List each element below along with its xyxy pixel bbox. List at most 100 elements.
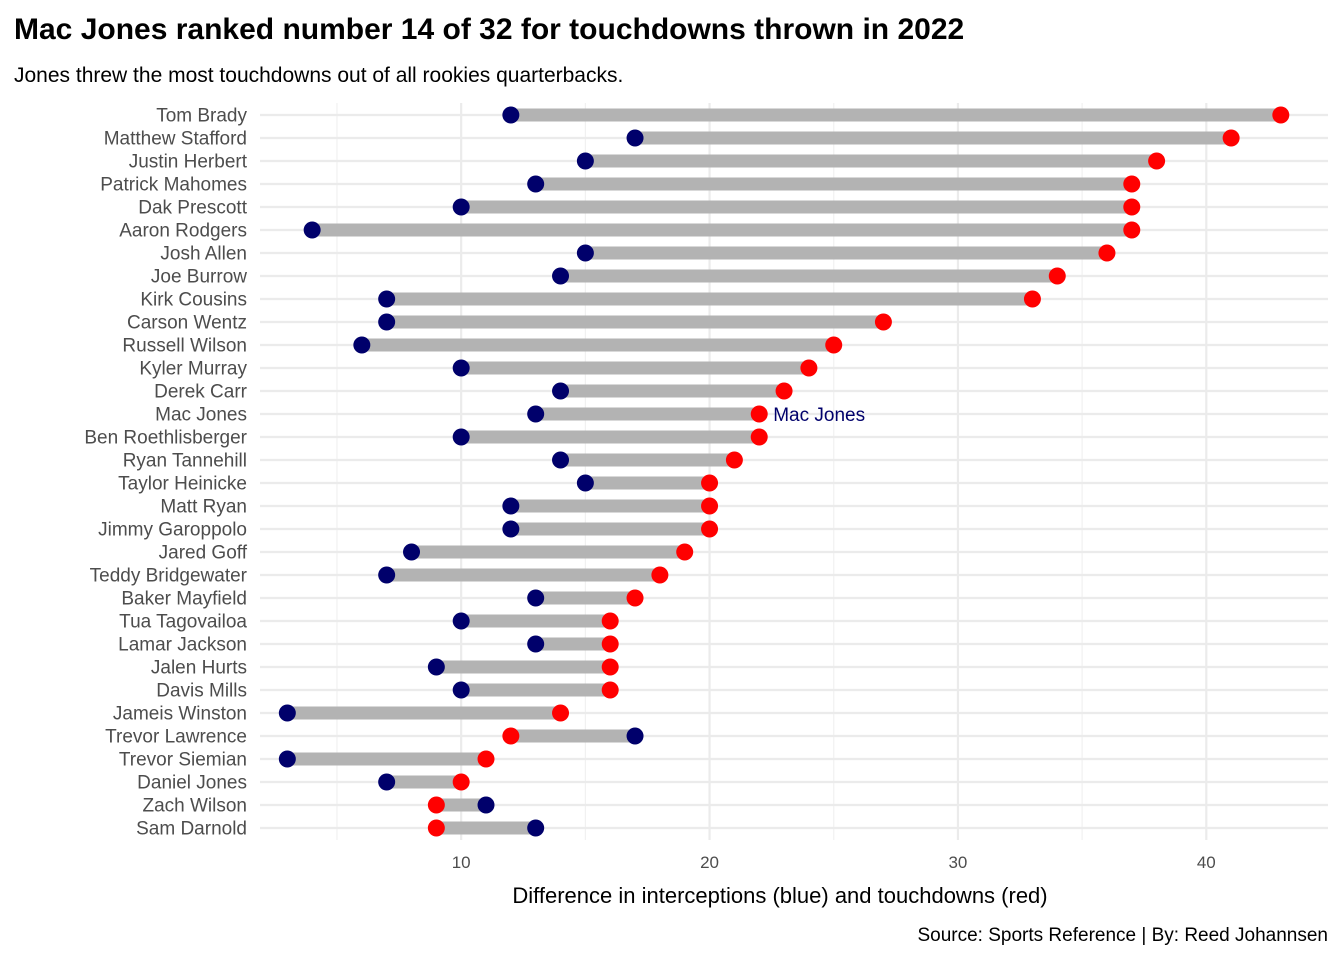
y-tick-label: Derek Carr (154, 382, 248, 403)
touchdowns-point (825, 336, 843, 354)
touchdowns-point (601, 635, 619, 653)
points (278, 106, 1290, 837)
mac-jones-annotation: Mac Jones (773, 405, 865, 426)
touchdowns-point (775, 382, 793, 400)
interceptions-point (576, 152, 594, 170)
y-tick-label: Matt Ryan (160, 497, 247, 518)
touchdowns-point (626, 589, 644, 607)
y-tick-label: Trevor Siemian (119, 750, 247, 771)
x-tick-label: 20 (700, 853, 719, 872)
interceptions-point (452, 359, 470, 377)
y-tick-label: Jalen Hurts (151, 658, 247, 679)
touchdowns-point (1272, 106, 1290, 124)
interceptions-point (477, 796, 495, 814)
touchdowns-point (1098, 244, 1116, 262)
interceptions-point (452, 198, 470, 216)
interceptions-point (502, 497, 520, 515)
chart-title: Mac Jones ranked number 14 of 32 for tou… (14, 13, 964, 46)
interceptions-point (626, 727, 644, 745)
y-tick-label: Russell Wilson (122, 336, 247, 357)
y-tick-label: Tom Brady (156, 106, 247, 127)
interceptions-point (502, 520, 520, 538)
y-tick-label: Josh Allen (160, 244, 247, 265)
y-tick-label: Jimmy Garoppolo (98, 520, 247, 541)
touchdowns-point (477, 750, 495, 768)
interceptions-point (278, 750, 296, 768)
touchdowns-point (1123, 175, 1141, 193)
y-tick-label: Zach Wilson (142, 796, 247, 817)
interceptions-point (552, 382, 570, 400)
interceptions-point (576, 474, 594, 492)
touchdowns-point (1123, 221, 1141, 239)
y-tick-label: Matthew Stafford (104, 129, 247, 150)
y-tick-label: Mac Jones (155, 405, 247, 426)
y-tick-label: Tua Tagovailoa (119, 612, 247, 633)
touchdowns-point (502, 727, 520, 745)
interceptions-point (626, 129, 644, 147)
y-tick-label: Jameis Winston (113, 704, 247, 725)
grid-lines (260, 103, 1328, 840)
interceptions-point (378, 773, 396, 791)
interceptions-point (378, 566, 396, 584)
y-tick-label: Carson Wentz (127, 313, 247, 334)
touchdowns-point (1222, 129, 1240, 147)
x-tick-label: 10 (452, 853, 471, 872)
chart-caption: Source: Sports Reference | By: Reed Joha… (917, 925, 1328, 946)
interceptions-point (576, 244, 594, 262)
y-tick-label: Trevor Lawrence (105, 727, 247, 748)
touchdowns-point (1148, 152, 1166, 170)
touchdowns-point (1023, 290, 1041, 308)
touchdowns-point (1048, 267, 1066, 285)
touchdowns-point (601, 658, 619, 676)
y-tick-label: Kirk Cousins (140, 290, 247, 311)
touchdowns-point (701, 474, 719, 492)
interceptions-point (527, 405, 545, 423)
interceptions-point (353, 336, 371, 354)
touchdowns-point (725, 451, 743, 469)
touchdowns-point (427, 819, 445, 837)
interceptions-point (527, 635, 545, 653)
y-tick-label: Aaron Rodgers (119, 221, 247, 242)
y-tick-label: Ryan Tannehill (123, 451, 247, 472)
touchdowns-point (701, 497, 719, 515)
y-tick-label: Sam Darnold (136, 819, 247, 840)
y-tick-label: Teddy Bridgewater (90, 566, 248, 587)
touchdowns-point (452, 773, 470, 791)
y-tick-label: Ben Roethlisberger (84, 428, 247, 449)
touchdowns-point (800, 359, 818, 377)
y-tick-label: Patrick Mahomes (100, 175, 247, 196)
interceptions-point (552, 451, 570, 469)
touchdowns-point (1123, 198, 1141, 216)
chart-subtitle: Jones threw the most touchdowns out of a… (14, 64, 623, 87)
touchdowns-point (701, 520, 719, 538)
interceptions-point (378, 290, 396, 308)
y-tick-label: Kyler Murray (139, 359, 247, 380)
y-tick-label: Taylor Heinicke (118, 474, 247, 495)
touchdowns-point (874, 313, 892, 331)
y-tick-label: Lamar Jackson (118, 635, 247, 656)
x-tick-label: 40 (1197, 853, 1216, 872)
touchdowns-point (750, 428, 768, 446)
x-axis-tick-labels: 10 20 30 40 (452, 853, 1216, 872)
touchdowns-point (750, 405, 768, 423)
interceptions-point (452, 428, 470, 446)
y-tick-label: Davis Mills (156, 681, 247, 702)
segments (287, 108, 1281, 835)
y-tick-label: Justin Herbert (129, 152, 248, 173)
interceptions-point (527, 819, 545, 837)
interceptions-point (527, 589, 545, 607)
interceptions-point (452, 681, 470, 699)
touchdowns-point (601, 681, 619, 699)
touchdowns-point (601, 612, 619, 630)
touchdowns-point (427, 796, 445, 814)
interceptions-point (427, 658, 445, 676)
interceptions-point (452, 612, 470, 630)
y-tick-label: Dak Prescott (138, 198, 247, 219)
y-tick-label: Baker Mayfield (121, 589, 247, 610)
interceptions-point (278, 704, 296, 722)
touchdowns-point (676, 543, 694, 561)
interceptions-point (527, 175, 545, 193)
touchdowns-point (651, 566, 669, 584)
